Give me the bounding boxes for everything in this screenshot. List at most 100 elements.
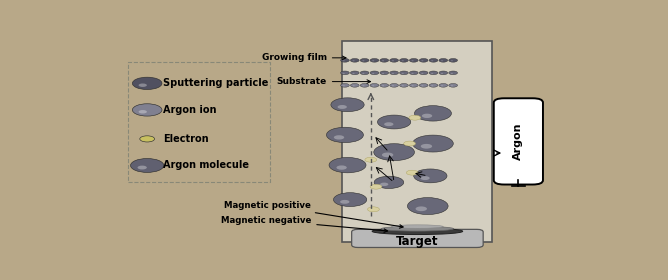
Circle shape bbox=[441, 60, 443, 61]
Circle shape bbox=[422, 114, 432, 118]
Circle shape bbox=[429, 71, 438, 75]
Circle shape bbox=[138, 110, 147, 113]
Circle shape bbox=[411, 73, 413, 74]
Circle shape bbox=[370, 71, 379, 75]
Circle shape bbox=[362, 60, 365, 61]
Text: Argon ion: Argon ion bbox=[163, 105, 216, 115]
Circle shape bbox=[343, 73, 345, 74]
Circle shape bbox=[422, 73, 424, 74]
Circle shape bbox=[331, 98, 364, 112]
Text: Substrate: Substrate bbox=[277, 77, 371, 86]
Circle shape bbox=[441, 73, 443, 74]
Circle shape bbox=[449, 83, 458, 87]
Circle shape bbox=[439, 59, 448, 62]
FancyBboxPatch shape bbox=[351, 229, 483, 248]
Circle shape bbox=[372, 60, 374, 61]
Circle shape bbox=[362, 85, 365, 86]
Circle shape bbox=[399, 83, 408, 87]
Circle shape bbox=[362, 73, 365, 74]
Circle shape bbox=[409, 83, 418, 87]
Circle shape bbox=[409, 59, 418, 62]
Circle shape bbox=[353, 73, 355, 74]
Circle shape bbox=[377, 115, 411, 129]
Circle shape bbox=[413, 135, 454, 152]
Circle shape bbox=[401, 60, 404, 61]
Circle shape bbox=[431, 73, 434, 74]
Circle shape bbox=[399, 59, 408, 62]
Circle shape bbox=[130, 158, 164, 172]
Circle shape bbox=[343, 60, 345, 61]
Circle shape bbox=[351, 71, 359, 75]
Circle shape bbox=[351, 59, 359, 62]
Circle shape bbox=[382, 60, 384, 61]
Circle shape bbox=[420, 83, 428, 87]
Circle shape bbox=[420, 176, 430, 180]
Circle shape bbox=[380, 59, 389, 62]
Circle shape bbox=[392, 85, 394, 86]
Circle shape bbox=[341, 59, 349, 62]
Bar bbox=[343, 41, 492, 242]
Circle shape bbox=[399, 71, 408, 75]
Circle shape bbox=[421, 144, 432, 149]
Circle shape bbox=[380, 83, 389, 87]
Circle shape bbox=[420, 71, 428, 75]
Circle shape bbox=[389, 59, 399, 62]
Text: Sputtering particle: Sputtering particle bbox=[163, 78, 268, 88]
Circle shape bbox=[341, 83, 349, 87]
Circle shape bbox=[451, 85, 453, 86]
Circle shape bbox=[401, 85, 404, 86]
Circle shape bbox=[415, 206, 427, 211]
Circle shape bbox=[340, 200, 349, 204]
Circle shape bbox=[413, 169, 447, 183]
Circle shape bbox=[353, 85, 355, 86]
Circle shape bbox=[382, 153, 393, 157]
Circle shape bbox=[429, 59, 438, 62]
Circle shape bbox=[337, 165, 347, 170]
Circle shape bbox=[451, 60, 453, 61]
Circle shape bbox=[401, 73, 404, 74]
Circle shape bbox=[132, 77, 162, 90]
Circle shape bbox=[441, 85, 443, 86]
Circle shape bbox=[409, 71, 418, 75]
Circle shape bbox=[431, 85, 434, 86]
Circle shape bbox=[411, 60, 413, 61]
Text: Magnetic negative: Magnetic negative bbox=[221, 216, 387, 232]
Text: Growing film: Growing film bbox=[262, 53, 346, 62]
Ellipse shape bbox=[381, 226, 454, 231]
Circle shape bbox=[365, 157, 377, 162]
Text: Target: Target bbox=[396, 235, 439, 248]
Circle shape bbox=[439, 83, 448, 87]
Circle shape bbox=[334, 135, 344, 139]
Circle shape bbox=[403, 141, 415, 146]
Circle shape bbox=[382, 73, 384, 74]
Circle shape bbox=[374, 144, 414, 161]
Circle shape bbox=[140, 136, 154, 142]
Circle shape bbox=[389, 71, 399, 75]
Circle shape bbox=[392, 73, 394, 74]
Circle shape bbox=[329, 157, 366, 173]
Circle shape bbox=[351, 83, 359, 87]
Circle shape bbox=[449, 71, 458, 75]
Circle shape bbox=[382, 85, 384, 86]
Circle shape bbox=[384, 122, 393, 126]
Circle shape bbox=[367, 207, 379, 212]
Circle shape bbox=[409, 115, 421, 120]
Circle shape bbox=[370, 83, 379, 87]
Circle shape bbox=[370, 59, 379, 62]
Circle shape bbox=[380, 183, 388, 186]
Text: Magnetic positive: Magnetic positive bbox=[224, 200, 403, 228]
Circle shape bbox=[370, 184, 382, 189]
Text: Electron: Electron bbox=[163, 134, 208, 144]
Circle shape bbox=[422, 85, 424, 86]
Circle shape bbox=[374, 176, 403, 188]
Circle shape bbox=[431, 60, 434, 61]
Circle shape bbox=[392, 60, 394, 61]
Circle shape bbox=[439, 71, 448, 75]
Circle shape bbox=[389, 83, 399, 87]
Text: Argon: Argon bbox=[514, 123, 523, 160]
FancyBboxPatch shape bbox=[494, 98, 543, 185]
Circle shape bbox=[333, 193, 367, 207]
Circle shape bbox=[360, 83, 369, 87]
Circle shape bbox=[360, 59, 369, 62]
Text: Argon molecule: Argon molecule bbox=[163, 160, 248, 171]
